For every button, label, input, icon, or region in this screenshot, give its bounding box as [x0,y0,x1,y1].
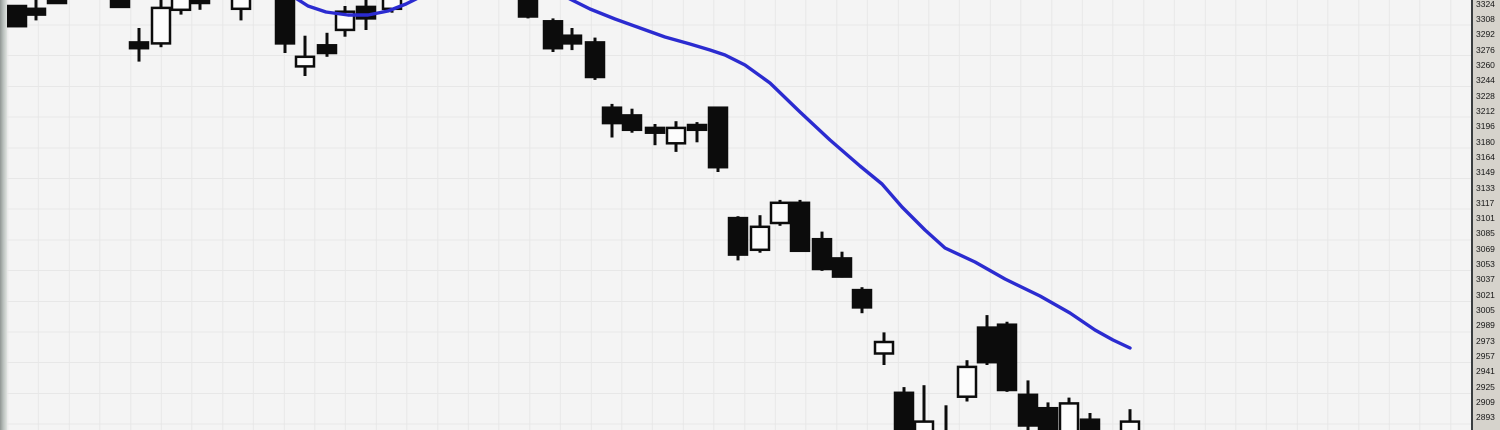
candle-body-down [707,106,729,169]
price-axis-label: 3101 [1476,213,1495,224]
candle-body-up [749,225,771,252]
candle-body-down [1017,393,1039,427]
price-axis-label: 3037 [1476,274,1495,285]
candle-body-down [644,126,666,134]
candle-body-down [1037,406,1059,430]
candle-body-down [976,326,998,364]
price-axis-label: 2973 [1476,335,1495,346]
price-axis-label: 3149 [1476,167,1495,178]
candle-body-up [1119,420,1141,430]
candle-body-up [230,0,252,11]
candle-body-down [851,288,873,309]
price-axis-label: 3308 [1476,13,1495,24]
price-axis-label: 3133 [1476,182,1495,193]
price-axis-label: 3053 [1476,259,1495,270]
candle-body-down [584,41,606,79]
candle-body-up [873,340,895,355]
price-axis-label: 2893 [1476,412,1495,423]
candle-body-down [561,34,583,45]
candle-body-down [601,106,623,125]
price-axis-label: 2989 [1476,320,1495,331]
price-axis-label: 3260 [1476,59,1495,70]
price-axis-label: 3005 [1476,305,1495,316]
price-axis-label: 2909 [1476,397,1495,408]
candle-body-down [621,114,643,132]
candle-body-down [1079,418,1101,430]
candle-body-down [517,0,539,18]
candle-body-down [274,0,296,45]
price-axis-label: 3085 [1476,228,1495,239]
price-axis-label: 3244 [1476,75,1495,86]
price-axis-label: 2941 [1476,366,1495,377]
price-axis-label: 3196 [1476,121,1495,132]
candle-body-up [769,201,791,225]
candle-body-down [727,216,749,256]
price-axis-label: 3324 [1476,0,1495,9]
candle-body-down [25,7,47,16]
candle-body-up [1058,402,1080,430]
price-axis-label: 3276 [1476,44,1495,55]
candle-body-down [996,323,1018,392]
candle-body-down [542,20,564,50]
candle-body-up [170,0,192,12]
candle-body-up [150,6,172,45]
candle-body-down [686,123,708,132]
candle-body-up [956,365,978,398]
price-axis-label: 3212 [1476,105,1495,116]
ma-segment [568,0,1132,350]
candle-body-down [189,0,211,5]
ma-segment [295,0,418,17]
price-axis-label: 2957 [1476,351,1495,362]
price-axis-label: 3021 [1476,289,1495,300]
window-left-edge [0,0,7,430]
candle-body-down [128,41,150,50]
price-axis-label: 3292 [1476,29,1495,40]
candle-body-up [665,126,687,145]
price-axis[interactable]: 3324 3308 3292 3276 3260 3244 3228 3212 3196 3180… [1471,0,1500,430]
price-axis-label: 3228 [1476,90,1495,101]
price-axis-label: 3164 [1476,151,1495,162]
price-axis-label: 3069 [1476,243,1495,254]
candle-body-up [913,420,935,430]
candle-body-down [893,391,915,430]
candles-layer [6,0,1141,430]
candle-body-down [789,201,811,253]
price-axis-label: 3180 [1476,136,1495,147]
candle-body-down [316,44,338,55]
moving-average-line [295,0,1132,350]
candle-body-down [811,237,833,271]
candle-body-down [6,4,28,28]
candle-body-down [46,0,68,5]
candle-body-down [831,257,853,278]
candle-body-down [109,0,131,9]
price-axis-label: 2925 [1476,381,1495,392]
candle-body-up [294,55,316,68]
price-axis-label: 3117 [1476,197,1495,208]
